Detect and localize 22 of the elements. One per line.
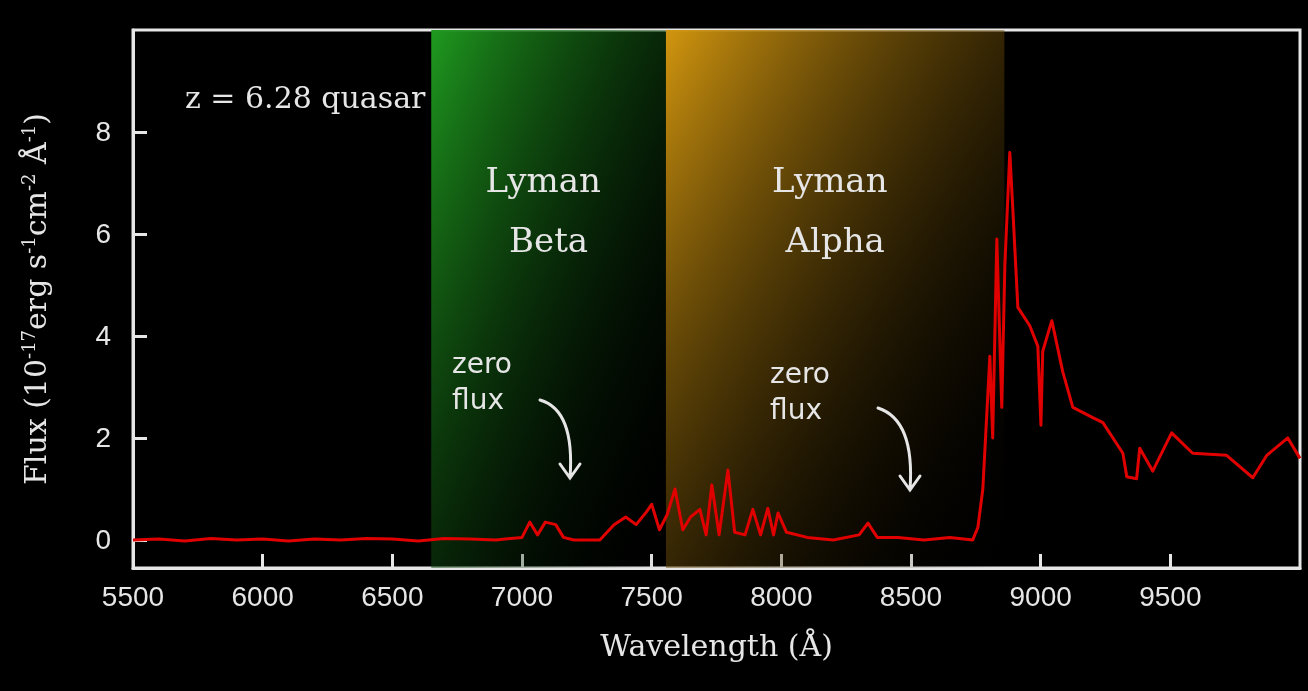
text: Flux (10-17erg s-1cm-2 Å-1) bbox=[17, 112, 53, 486]
annotation: zero flux bbox=[770, 356, 839, 426]
annotation: zero flux bbox=[452, 346, 521, 416]
x-tick-label: 5500 bbox=[101, 580, 165, 612]
y-tick-label: 8 bbox=[95, 116, 111, 148]
y-tick-label: 2 bbox=[95, 422, 111, 454]
line-series bbox=[131, 150, 1302, 543]
annotation: z = 6.28 quasar bbox=[185, 79, 427, 115]
x-tick-label: 9000 bbox=[1009, 580, 1072, 612]
x-tick-label: 6500 bbox=[361, 580, 424, 612]
x-tick-label: 6000 bbox=[231, 580, 294, 612]
x-tick-label: 7500 bbox=[620, 580, 683, 612]
x-tick-label: 7000 bbox=[490, 580, 554, 612]
y-tick-label: 6 bbox=[95, 218, 111, 250]
y-tick-label: 0 bbox=[95, 524, 111, 556]
band-label: Lyman Beta bbox=[485, 160, 612, 260]
x-tick-label: 8000 bbox=[750, 580, 813, 612]
x-tick-label: 8500 bbox=[879, 580, 943, 612]
x-axis-title: Wavelength (Å) bbox=[600, 627, 833, 663]
band-label: Lyman Alpha bbox=[771, 160, 899, 260]
x-tick-label: 9500 bbox=[1139, 580, 1202, 612]
y-tick-label: 4 bbox=[95, 320, 111, 352]
